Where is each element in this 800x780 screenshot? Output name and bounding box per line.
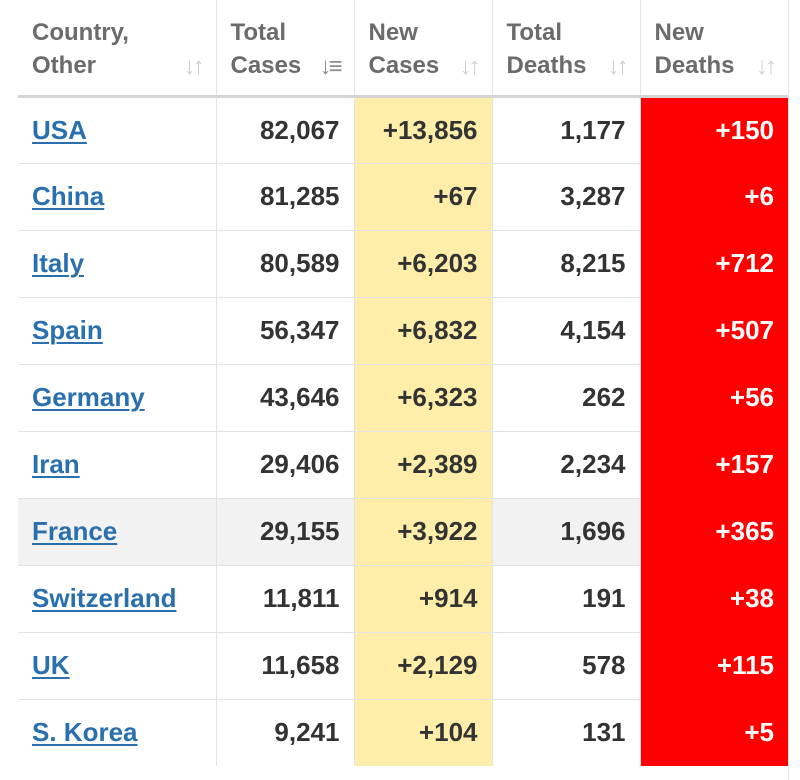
country-link[interactable]: S. Korea	[32, 717, 138, 748]
total-cases-cell: 11,658	[215, 631, 354, 699]
new-deaths-cell: +157	[639, 430, 788, 498]
new-deaths-cell: +150	[639, 96, 788, 163]
header-new-cases[interactable]: New Cases ↓↑	[353, 0, 492, 98]
header-total-cases-line2: Cases	[230, 52, 302, 79]
new-deaths-cell: +365	[639, 497, 788, 565]
total-cases-cell: 56,347	[215, 296, 354, 364]
header-new-deaths[interactable]: New Deaths ↓↑	[639, 0, 788, 98]
new-cases-cell: +2,389	[353, 430, 492, 498]
header-total-cases-line1: Total	[230, 19, 287, 46]
sort-icon[interactable]: ↓↑	[607, 52, 629, 80]
sort-icon[interactable]: ↓↑	[183, 52, 205, 80]
new-deaths-cell: +115	[639, 631, 788, 699]
country-cell: China	[18, 162, 216, 230]
header-country-line1: Country,	[32, 19, 129, 46]
total-deaths-cell: 4,154	[491, 296, 640, 364]
header-country[interactable]: Country, Other ↓↑	[18, 0, 216, 98]
table-row: S. Korea 9,241 +104 131 +5	[18, 698, 788, 766]
total-deaths-cell: 3,287	[491, 162, 640, 230]
table-row: Germany 43,646 +6,323 262 +56	[18, 363, 788, 431]
country-cell: UK	[18, 631, 216, 699]
table-row: USA 82,067 +13,856 1,177 +150	[18, 96, 788, 163]
table-row: Italy 80,589 +6,203 8,215 +712	[18, 229, 788, 297]
sort-desc-icon[interactable]: ↓≡	[319, 52, 342, 80]
country-link[interactable]: China	[32, 181, 105, 211]
new-cases-cell: +67	[353, 162, 492, 230]
country-link[interactable]: Italy	[32, 248, 85, 278]
total-cases-cell: 29,155	[215, 497, 354, 565]
sort-icon[interactable]: ↓↑	[459, 52, 481, 80]
total-cases-cell: 9,241	[215, 698, 354, 766]
country-cell: France	[18, 497, 216, 565]
total-deaths-cell: 191	[491, 564, 640, 632]
total-deaths-cell: 2,234	[491, 430, 640, 498]
header-new-cases-line1: New	[368, 19, 418, 46]
table-row: China 81,285 +67 3,287 +6	[18, 162, 788, 230]
new-cases-cell: +6,203	[353, 229, 492, 297]
country-cell: USA	[18, 96, 216, 163]
total-cases-cell: 29,406	[215, 430, 354, 498]
total-cases-cell: 11,811	[215, 564, 354, 632]
new-cases-cell: +914	[353, 564, 492, 632]
total-cases-cell: 82,067	[215, 96, 354, 163]
table-row: UK 11,658 +2,129 578 +115	[18, 631, 788, 699]
country-link[interactable]: Switzerland	[32, 583, 177, 613]
table-row: Spain 56,347 +6,832 4,154 +507	[18, 296, 788, 364]
total-deaths-cell: 131	[491, 698, 640, 766]
country-link[interactable]: USA	[32, 114, 87, 145]
country-cell: Switzerland	[18, 564, 216, 632]
total-deaths-cell: 1,696	[491, 497, 640, 565]
sort-icon[interactable]: ↓↑	[756, 52, 777, 80]
table-row: Iran 29,406 +2,389 2,234 +157	[18, 430, 788, 498]
country-link[interactable]: Iran	[32, 449, 80, 479]
total-cases-cell: 80,589	[215, 229, 354, 297]
new-cases-cell: +13,856	[353, 96, 492, 163]
new-deaths-cell: +5	[639, 698, 788, 766]
table-header-row: Country, Other ↓↑ Total Cases ↓≡ New Cas…	[18, 0, 788, 98]
total-deaths-cell: 8,215	[491, 229, 640, 297]
new-deaths-cell: +56	[639, 363, 788, 431]
header-new-deaths-line1: New	[654, 19, 704, 46]
country-cell: Germany	[18, 363, 216, 431]
covid-stats-table: Country, Other ↓↑ Total Cases ↓≡ New Cas…	[18, 0, 788, 766]
total-cases-cell: 81,285	[215, 162, 354, 230]
header-new-cases-line2: Cases	[368, 52, 440, 79]
new-cases-cell: +6,323	[353, 363, 492, 431]
new-cases-cell: +104	[353, 698, 492, 766]
total-deaths-cell: 262	[491, 363, 640, 431]
header-total-deaths-line2: Deaths	[506, 52, 587, 79]
country-link[interactable]: Spain	[32, 315, 103, 345]
new-cases-cell: +2,129	[353, 631, 492, 699]
country-cell: Iran	[18, 430, 216, 498]
country-cell: Spain	[18, 296, 216, 364]
header-total-deaths-line1: Total	[506, 19, 563, 46]
new-deaths-cell: +712	[639, 229, 788, 297]
new-cases-cell: +3,922	[353, 497, 492, 565]
country-link[interactable]: Germany	[32, 382, 145, 412]
country-link[interactable]: UK	[32, 650, 70, 680]
new-cases-cell: +6,832	[353, 296, 492, 364]
total-deaths-cell: 578	[491, 631, 640, 699]
country-link[interactable]: France	[32, 516, 118, 546]
table-row: Switzerland 11,811 +914 191 +38	[18, 564, 788, 632]
header-total-cases[interactable]: Total Cases ↓≡	[215, 0, 354, 98]
table-row-highlighted: France 29,155 +3,922 1,696 +365	[18, 497, 788, 565]
total-deaths-cell: 1,177	[491, 96, 640, 163]
header-total-deaths[interactable]: Total Deaths ↓↑	[491, 0, 640, 98]
table-right-border	[788, 0, 789, 780]
country-cell: Italy	[18, 229, 216, 297]
country-cell: S. Korea	[18, 698, 216, 766]
header-new-deaths-line2: Deaths	[654, 52, 735, 79]
header-country-line2: Other	[32, 52, 97, 79]
new-deaths-cell: +507	[639, 296, 788, 364]
total-cases-cell: 43,646	[215, 363, 354, 431]
new-deaths-cell: +38	[639, 564, 788, 632]
new-deaths-cell: +6	[639, 162, 788, 230]
